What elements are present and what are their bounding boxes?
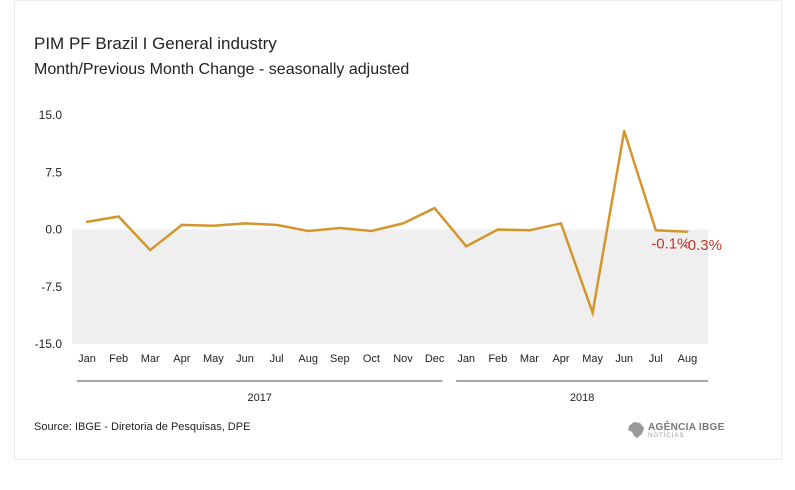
data-point (117, 215, 120, 218)
data-point (212, 224, 215, 227)
data-point (243, 222, 247, 225)
x-tick-label: Jun (236, 353, 254, 365)
x-tick-label: Mar (141, 353, 160, 365)
x-tick-label: Jul (649, 353, 663, 365)
x-tick-label: May (203, 353, 224, 365)
logo-text: AGÊNCIA IBGE (648, 422, 725, 433)
data-point (686, 230, 689, 233)
x-tick-label: Feb (109, 353, 128, 365)
data-point (85, 220, 89, 224)
x-tick-label: Apr (173, 353, 190, 365)
x-tick-label: Dec (425, 353, 445, 365)
x-tick-label: Jan (78, 353, 96, 365)
data-point (654, 229, 657, 232)
data-point (465, 245, 468, 248)
data-label: -0.1% (651, 235, 690, 252)
data-label: -0.3% (683, 237, 722, 254)
data-point (591, 311, 594, 314)
x-tick-label: Jul (270, 353, 284, 365)
data-point (338, 226, 341, 230)
data-point (180, 223, 183, 227)
data-point (559, 222, 563, 225)
chart-title: PIM PF Brazil I General industry (34, 34, 277, 53)
x-tick-label: Aug (678, 353, 698, 365)
y-tick-label: 7.5 (45, 165, 62, 179)
data-point (307, 229, 310, 233)
x-tick-label: Feb (488, 353, 507, 365)
series-line (86, 130, 688, 318)
y-tick-label: 0.0 (45, 223, 62, 237)
x-tick-label: Apr (552, 353, 569, 365)
negative-band (72, 229, 708, 344)
source-note: Source: IBGE - Diretoria de Pesquisas, D… (34, 421, 251, 433)
x-tick-label: Nov (393, 353, 413, 365)
agencia-ibge-logo: AGÊNCIA IBGE NOTÍCIAS (626, 420, 736, 442)
brazil-map-icon (628, 422, 644, 438)
year-label: 2018 (570, 392, 594, 404)
y-tick-label: 15.0 (39, 108, 63, 122)
data-point (149, 248, 152, 252)
data-point (370, 229, 373, 233)
logo-subtext: NOTÍCIAS (648, 433, 685, 439)
x-tick-label: Oct (363, 353, 380, 365)
x-tick-label: Sep (330, 353, 350, 365)
x-tick-label: Mar (520, 353, 539, 365)
x-tick-label: Jan (457, 353, 475, 365)
x-tick-label: Aug (298, 353, 318, 365)
chart-subtitle: Month/Previous Month Change - seasonally… (34, 61, 410, 78)
year-label: 2017 (247, 392, 271, 404)
data-point (496, 228, 499, 231)
y-tick-label: -7.5 (41, 280, 62, 294)
data-point (401, 222, 405, 225)
data-point (275, 223, 278, 227)
x-tick-label: Jun (615, 353, 633, 365)
data-point (623, 129, 626, 133)
data-point (528, 229, 531, 232)
x-tick-label: May (582, 353, 603, 365)
y-tick-label: -15.0 (35, 337, 63, 351)
data-point (433, 206, 436, 210)
